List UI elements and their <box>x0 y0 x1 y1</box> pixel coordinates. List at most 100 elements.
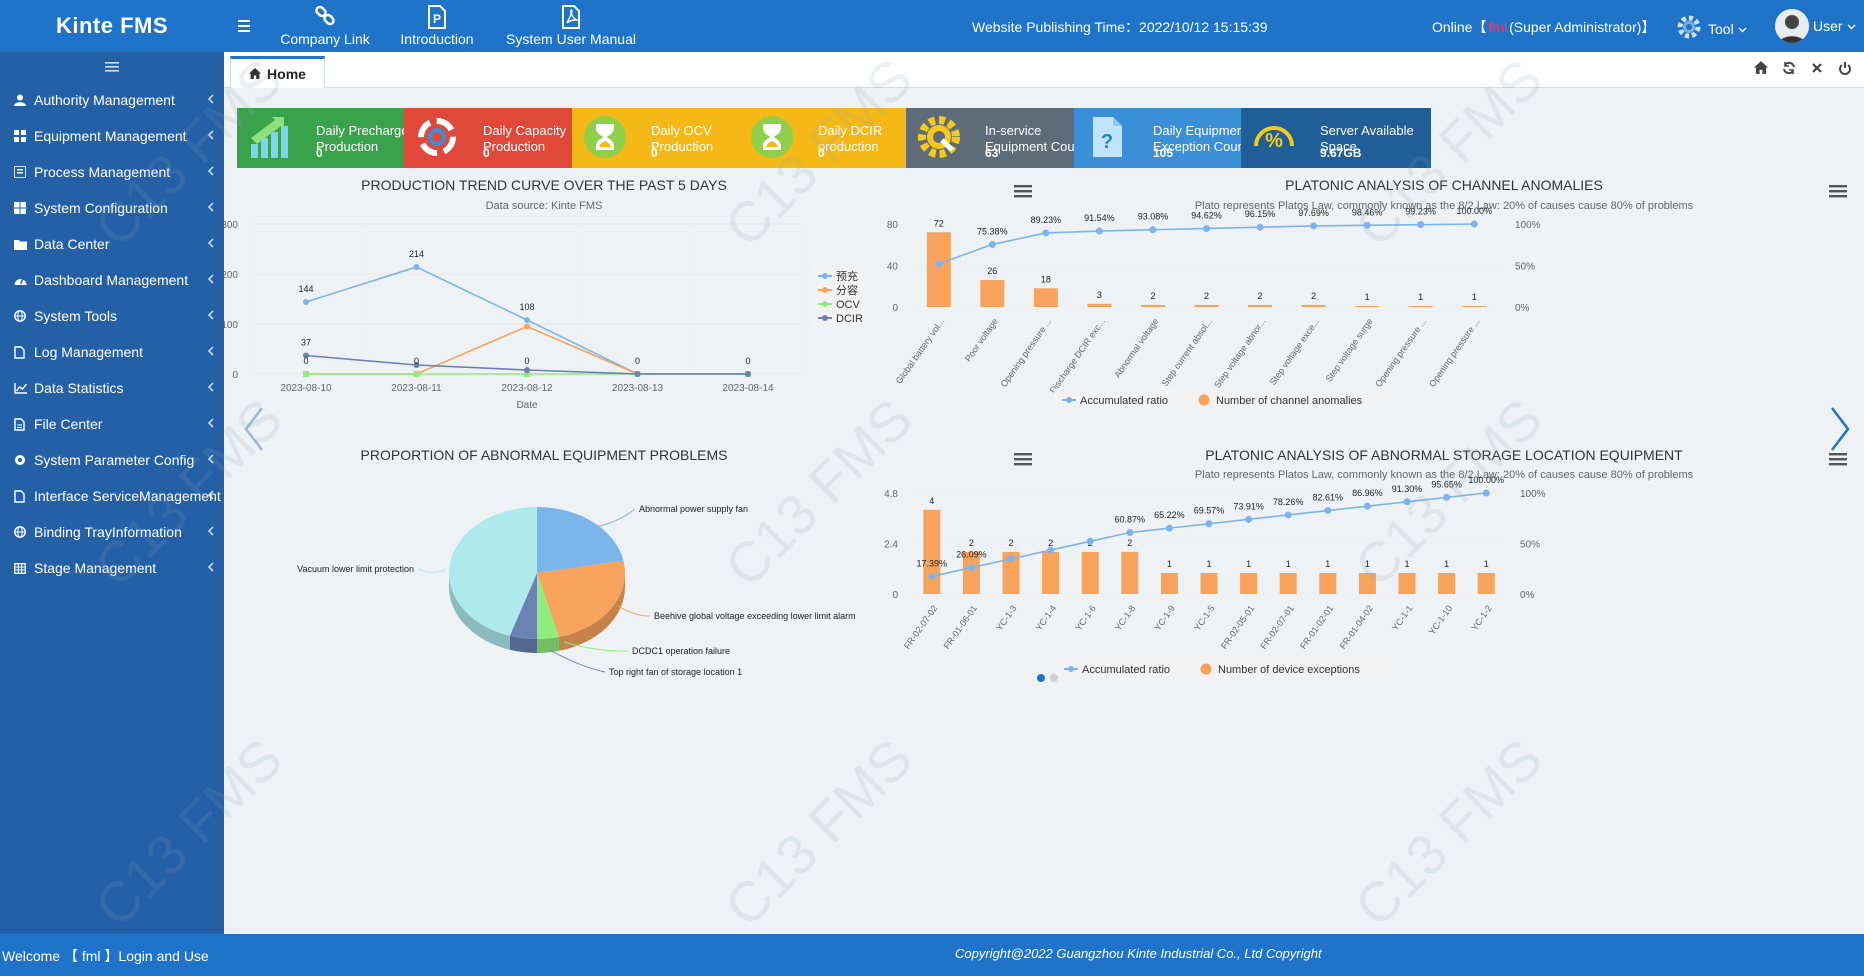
leader-line <box>417 568 447 573</box>
tile-server-available-space[interactable]: % Server Available Space 9.67GB <box>1241 108 1431 168</box>
x-tick-label: FR-01-04-02 <box>1338 603 1375 651</box>
y-tick-label: 4.8 <box>884 489 898 500</box>
sidebar-item-interface-servicemanagement[interactable]: Interface ServiceManagement <box>0 478 224 514</box>
sidebar-item-system-configuration[interactable]: System Configuration <box>0 190 224 226</box>
ratio-label: 17.39% <box>917 558 948 568</box>
carousel-prev-icon[interactable] <box>240 404 270 454</box>
menu-toggle-icon[interactable] <box>238 16 252 36</box>
x-tick-label: 2023-08-12 <box>501 383 553 394</box>
carousel-dot[interactable] <box>1050 674 1058 682</box>
tile-in-service-equipment-count[interactable]: In-service Equipment Count 63 <box>906 108 1096 168</box>
y-tick-label: 200 <box>224 270 238 281</box>
sidebar-item-authority-management[interactable]: Authority Management <box>0 82 224 118</box>
channel-chart-subtitle: Plato represents Platos Law, commonly kn… <box>1194 200 1694 212</box>
carousel-next-icon[interactable] <box>1824 404 1854 454</box>
bar-value-label: 1 <box>1418 292 1423 302</box>
sidebar-item-system-parameter-config[interactable]: System Parameter Config <box>0 442 224 478</box>
bar-value-label: 2 <box>1204 291 1209 301</box>
tile-value: 63 <box>985 146 999 160</box>
footer: Welcome 【 fml 】Login and Use Copyright@2… <box>0 934 1864 976</box>
power-icon[interactable] <box>1838 61 1852 75</box>
user-label: User <box>1813 18 1843 34</box>
x-tick-label: Step voltage abnor... <box>1212 316 1268 389</box>
chart-menu-icon[interactable] <box>1014 452 1032 466</box>
sidebar-item-label: Equipment Management <box>34 128 187 144</box>
tile-daily-equipment-exception-count[interactable]: ? Daily Equipment Exception Count 105 <box>1074 108 1264 168</box>
nav-user-manual[interactable]: System User Manual <box>505 2 637 50</box>
dashboard-icon <box>14 275 28 286</box>
pie-label: Top right fan of storage location 1 <box>609 667 742 677</box>
y2-tick-label: 50% <box>1515 262 1535 273</box>
ratio-label: 75.38% <box>977 226 1008 236</box>
sidebar-item-process-management[interactable]: Process Management <box>0 154 224 190</box>
data-point <box>413 362 420 368</box>
sidebar-item-log-management[interactable]: Log Management <box>0 334 224 370</box>
bar <box>1081 551 1099 594</box>
data-point <box>524 371 530 377</box>
chart-menu-icon[interactable] <box>1014 184 1032 198</box>
sidebar-item-data-center[interactable]: Data Center <box>0 226 224 262</box>
sidebar-item-binding-trayinformation[interactable]: Binding TrayInformation <box>0 514 224 550</box>
file-icon <box>14 345 28 359</box>
nav-company-link[interactable]: Company Link <box>280 2 370 50</box>
file-text-icon <box>14 417 28 431</box>
x-tick-label: YC-1-8 <box>1113 603 1138 632</box>
tile-daily-precharge-production[interactable]: Daily Precharge Production 0 <box>237 108 427 168</box>
y2-tick-label: 0% <box>1515 303 1530 314</box>
chart-menu-icon[interactable] <box>1829 184 1847 198</box>
ratio-label: 82.61% <box>1313 493 1344 503</box>
chevron-left-icon <box>207 381 214 395</box>
tile-daily-ocv-production[interactable]: Daily OCV Production 0 <box>572 108 762 168</box>
tile-value: 105 <box>1153 146 1174 160</box>
document-icon <box>14 489 28 503</box>
tile-daily-capacity-production[interactable]: Daily Capacity Production 0 <box>404 108 594 168</box>
sidebar-item-equipment-management[interactable]: Equipment Management <box>0 118 224 154</box>
y2-tick-label: 100% <box>1515 220 1541 231</box>
bar <box>1160 572 1178 594</box>
online-username: fml <box>1488 19 1508 35</box>
home-icon[interactable] <box>1754 61 1768 75</box>
refresh-icon[interactable] <box>1782 61 1796 75</box>
ratio-label: 96.15% <box>1245 209 1276 219</box>
close-icon[interactable] <box>1810 61 1824 75</box>
nav-introduction[interactable]: P Introduction <box>392 2 482 50</box>
x-tick-label: 2023-08-10 <box>280 383 332 394</box>
legend-swatch <box>822 273 828 279</box>
sidebar-item-stage-management[interactable]: Stage Management <box>0 550 224 586</box>
x-tick-label: YC-1-4 <box>1034 603 1059 632</box>
bar <box>1002 551 1020 594</box>
app-title[interactable]: Kinte FMS <box>0 0 224 52</box>
sidebar-item-file-center[interactable]: File Center <box>0 406 224 442</box>
carousel-dot-active[interactable] <box>1037 674 1045 682</box>
user-icon <box>14 94 28 106</box>
chevron-left-icon <box>207 453 214 467</box>
bar-value-label: 1 <box>1325 559 1330 569</box>
bar-growth-icon <box>247 114 293 160</box>
sidebar-item-system-tools[interactable]: System Tools <box>0 298 224 334</box>
bar <box>962 551 980 594</box>
tab-home[interactable]: Home <box>230 56 325 89</box>
chevron-left-icon <box>207 129 214 143</box>
chart-menu-icon[interactable] <box>1829 452 1847 466</box>
data-point <box>303 371 309 377</box>
sidebar-collapse-icon[interactable] <box>0 52 224 82</box>
p-document-icon: P <box>392 4 482 30</box>
pie-slice <box>509 573 537 639</box>
sidebar-item-dashboard-management[interactable]: Dashboard Management <box>0 262 224 298</box>
x-tick-label: FR-02-07-01 <box>1258 603 1295 651</box>
sidebar-item-label: Binding TrayInformation <box>34 524 182 540</box>
gear-icon <box>1674 12 1704 45</box>
legend-box <box>1056 658 1386 680</box>
x-tick-label: Step voltage surge <box>1324 316 1375 383</box>
pie-slice-side <box>537 636 559 653</box>
ratio-label: 98.46% <box>1352 207 1383 217</box>
sidebar-item-data-statistics[interactable]: Data Statistics <box>0 370 224 406</box>
bar-value-label: 2 <box>1048 538 1053 548</box>
user-menu[interactable]: User <box>1775 9 1856 43</box>
tile-daily-dcir-production[interactable]: Daily DCIR production 0 <box>739 108 929 168</box>
trend-chart: 0 100 200 300 2023-08-10 2023-08-11 2023-08-12… <box>224 220 870 411</box>
home-icon <box>249 66 262 82</box>
tool-menu[interactable]: Tool <box>1674 12 1747 45</box>
tab-bar: Home <box>224 52 1864 89</box>
windows-icon <box>14 202 28 214</box>
